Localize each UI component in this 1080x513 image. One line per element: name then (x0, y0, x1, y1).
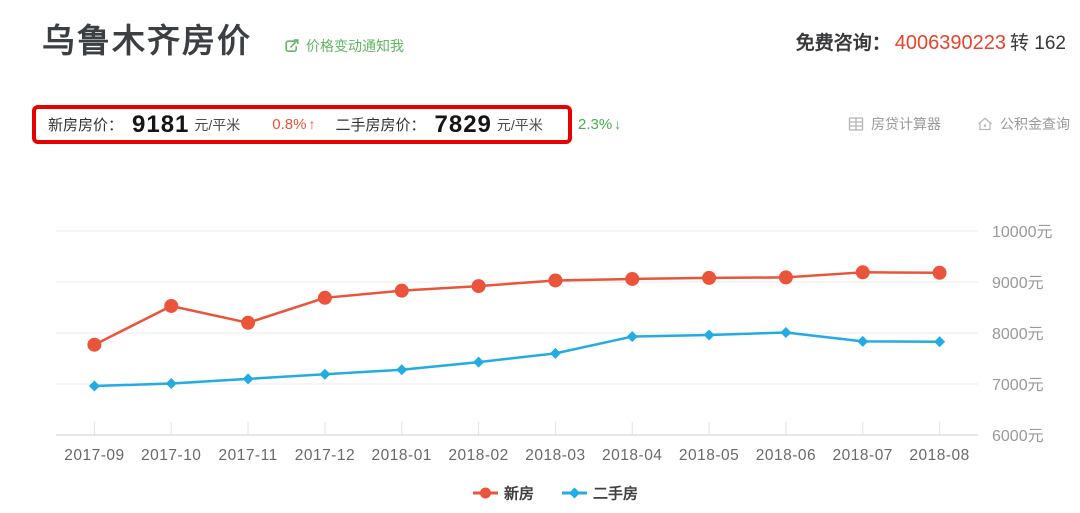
x-axis-label-2018-06: 2018-06 (756, 447, 816, 464)
data-point-二手房-2018-06[interactable] (780, 326, 792, 338)
data-point-新房-2017-09[interactable] (87, 337, 102, 352)
consult-phone-number: 4006390223 (894, 32, 1007, 54)
consult-extension: 转 162 (1010, 33, 1066, 54)
used-home-price-unit: 元/平米 (496, 116, 543, 133)
calculator-icon (848, 116, 864, 132)
new-home-price-unit: 元/平米 (194, 116, 241, 133)
provident-fund-label: 公积金查询 (1000, 116, 1070, 132)
data-point-二手房-2018-07[interactable] (857, 335, 869, 347)
new-home-price-value: 9181 (132, 110, 190, 138)
x-axis-label-2017-09: 2017-09 (64, 447, 124, 464)
series-二手房 (88, 326, 946, 392)
used-home-price-label: 二手房房价： (335, 117, 426, 134)
used-home-price-value: 7829 (434, 110, 492, 138)
x-axis-label-2018-04: 2018-04 (602, 447, 662, 464)
provident-fund-link[interactable]: 公积金查询 (977, 114, 1070, 134)
data-point-二手房-2018-05[interactable] (703, 329, 715, 341)
data-point-新房-2018-01[interactable] (394, 283, 409, 298)
data-point-新房-2018-02[interactable] (471, 279, 486, 294)
up-arrow-icon: ↑ (308, 116, 316, 132)
legend-label-二手房: 二手房 (593, 485, 638, 503)
x-axis-label-2017-11: 2017-11 (218, 447, 277, 464)
data-point-新房-2018-07[interactable] (855, 265, 870, 280)
mortgage-calculator-link[interactable]: 房贷计算器 (848, 114, 941, 134)
data-point-新房-2017-10[interactable] (164, 298, 179, 313)
data-point-二手房-2017-12[interactable] (319, 368, 331, 380)
x-axis-label-2018-02: 2018-02 (448, 447, 508, 464)
down-arrow-icon: ↓ (614, 116, 622, 132)
y-axis-label-10000: 10000元 (992, 224, 1053, 241)
notify-link-label: 价格变动通知我 (306, 38, 404, 54)
x-axis-label-2018-07: 2018-07 (833, 447, 893, 464)
consult-label: 免费咨询： (795, 33, 891, 54)
data-point-新房-2018-04[interactable] (625, 271, 640, 286)
x-axis-label-2017-12: 2017-12 (295, 447, 355, 464)
price-change-notify-link[interactable]: 价格变动通知我 (284, 36, 404, 56)
tool-links: 房贷计算器 公积金查询 (848, 114, 1070, 134)
data-point-新房-2017-11[interactable] (241, 315, 256, 330)
new-home-change: 0.8% ↑ (272, 116, 316, 133)
x-axis-label-2018-05: 2018-05 (679, 447, 739, 464)
data-point-二手房-2017-10[interactable] (165, 377, 177, 389)
data-point-二手房-2018-01[interactable] (396, 364, 408, 376)
used-home-change: 2.3% ↓ (578, 116, 622, 133)
legend-item-二手房[interactable]: 二手房 (562, 485, 638, 503)
x-axis-label-2017-10: 2017-10 (141, 447, 201, 464)
y-axis-label-9000: 9000元 (992, 275, 1044, 292)
x-axis-label-2018-03: 2018-03 (525, 447, 585, 464)
consult-line: 免费咨询： 4006390223 转 162 (796, 28, 1066, 55)
y-axis-label-7000: 7000元 (992, 377, 1044, 394)
series-line-二手房 (94, 331, 940, 388)
new-home-price-label: 新房房价： (48, 117, 124, 134)
home-icon (977, 116, 993, 132)
data-point-二手房-2017-09[interactable] (88, 380, 100, 392)
mortgage-calculator-label: 房贷计算器 (871, 116, 941, 132)
data-point-二手房-2017-11[interactable] (242, 373, 254, 385)
price-trend-chart-svg: 10000元 9000元 8000元 7000元 6000元 2017-09 2017-10… (56, 224, 1053, 503)
data-point-新房-2018-03[interactable] (548, 273, 563, 288)
y-axis-label-8000: 8000元 (992, 326, 1044, 343)
x-axis-label-2018-08: 2018-08 (909, 447, 969, 464)
data-point-新房-2017-12[interactable] (317, 290, 332, 305)
y-axis-label-6000: 6000元 (992, 428, 1044, 445)
x-axis-label-2018-01: 2018-01 (372, 447, 432, 464)
series-新房 (87, 265, 947, 352)
data-point-新房-2018-05[interactable] (702, 270, 717, 285)
price-trend-chart[interactable]: 10000元 9000元 8000元 7000元 6000元 2017-09 2017-10… (0, 180, 1080, 513)
data-point-二手房-2018-02[interactable] (473, 356, 485, 368)
data-point-新房-2018-06[interactable] (778, 270, 793, 285)
notify-share-icon (284, 38, 300, 54)
data-point-新房-2018-08[interactable] (932, 265, 947, 280)
data-point-二手房-2018-08[interactable] (934, 336, 946, 348)
data-point-二手房-2018-04[interactable] (626, 331, 638, 343)
legend-label-新房: 新房 (504, 485, 534, 503)
data-point-二手房-2018-03[interactable] (549, 347, 561, 359)
legend-item-新房[interactable]: 新房 (473, 485, 534, 503)
page-title: 乌鲁木齐房价 (42, 22, 252, 59)
price-summary-highlight-annotation: 新房房价： 9181 元/平米 0.8% ↑ 二手房房价： 7829 元/平米 (32, 105, 572, 144)
series-line-新房 (93, 271, 940, 346)
